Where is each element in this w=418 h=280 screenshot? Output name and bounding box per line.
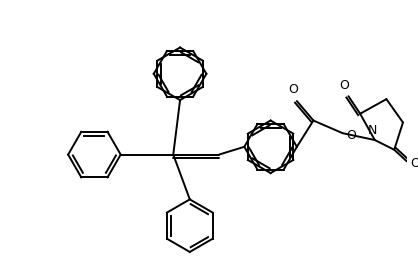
Text: O: O xyxy=(288,83,298,96)
Text: O: O xyxy=(340,79,349,92)
Text: N: N xyxy=(368,124,377,137)
Text: O: O xyxy=(347,129,357,142)
Text: O: O xyxy=(410,157,418,170)
